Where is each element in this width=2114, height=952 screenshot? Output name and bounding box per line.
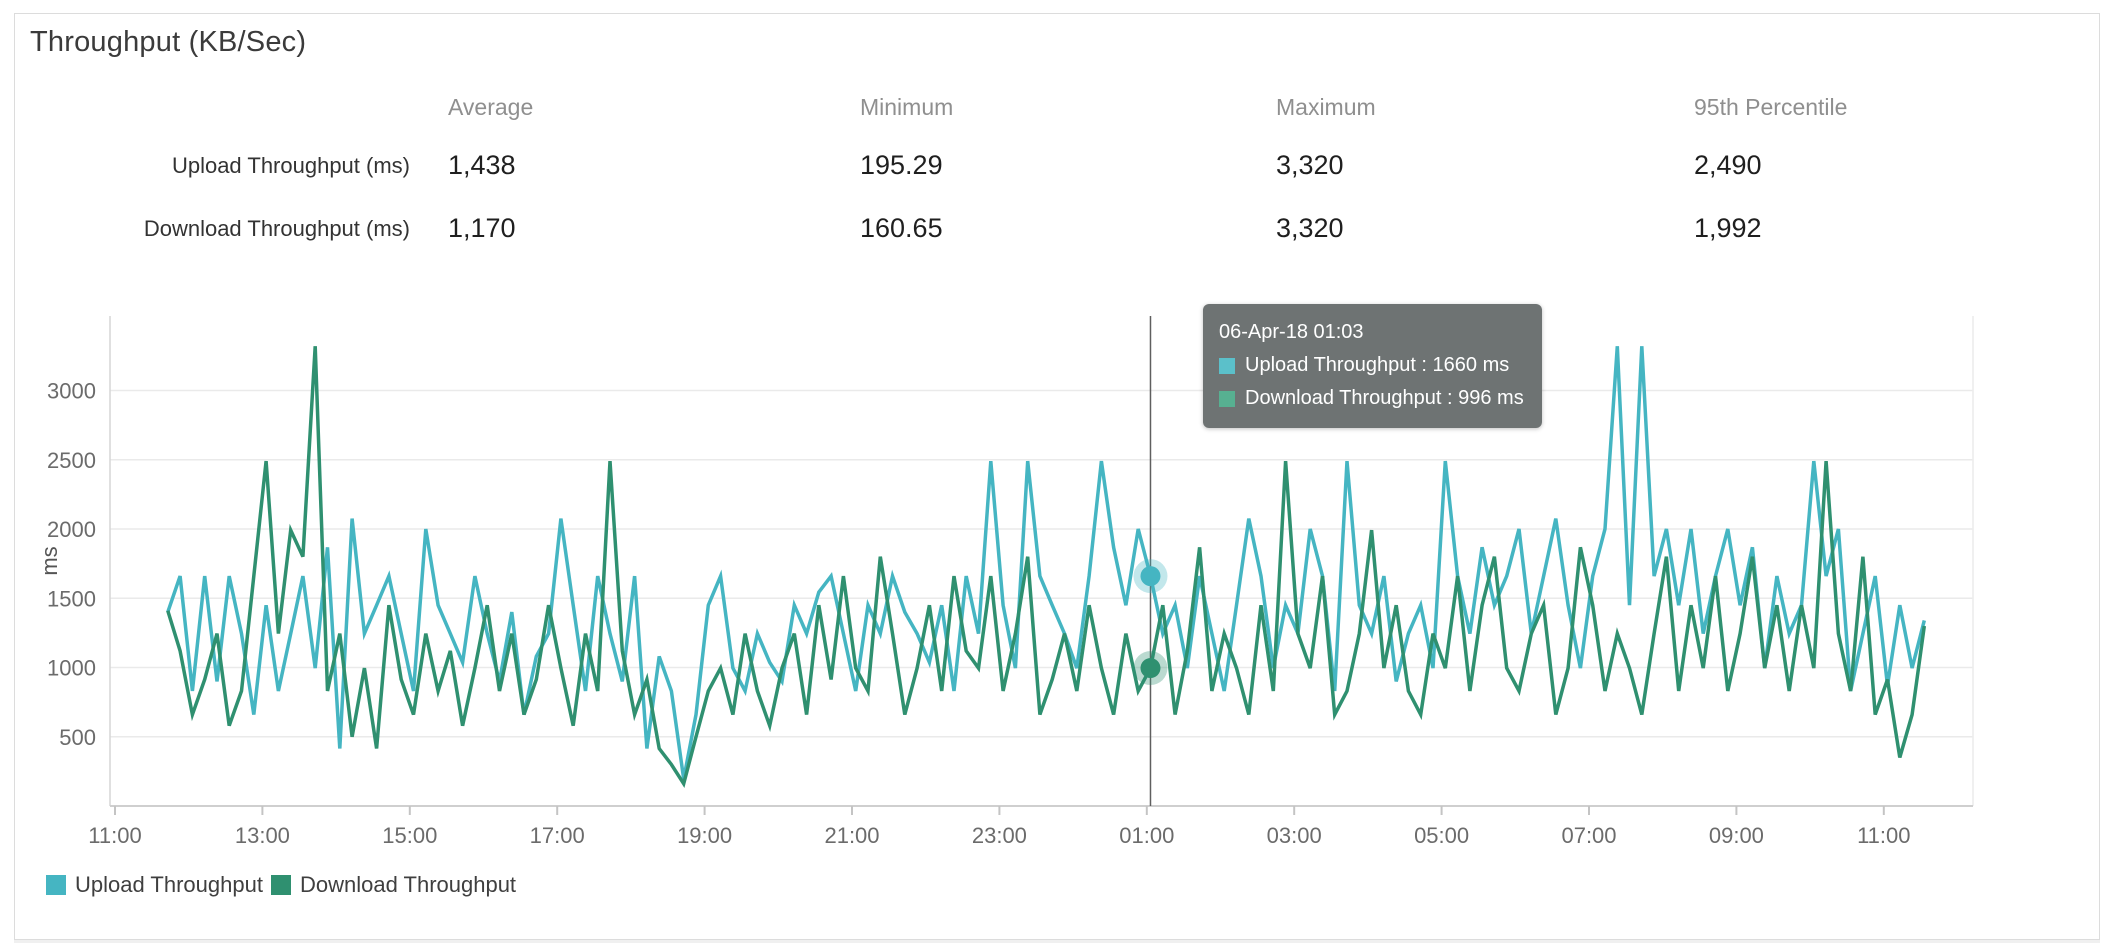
download-throughput-line [166, 346, 1927, 789]
y-tick-label: 3000 [47, 379, 96, 404]
x-tick-label: 09:00 [1709, 823, 1764, 848]
tooltip-timestamp: 06-Apr-18 01:03 [1219, 321, 1364, 343]
download-95th: 1,992 [1694, 213, 1762, 243]
x-tick-label: 13:00 [235, 823, 290, 848]
stats-row-upload-label: Upload Throughput (ms) [171, 153, 410, 178]
page-title: Throughput (KB/Sec) [30, 26, 307, 58]
chart-hover-markers [1133, 316, 1168, 806]
hover-marker[interactable] [1140, 658, 1161, 679]
tooltip-upload-swatch [1219, 357, 1235, 374]
download-legend-label[interactable]: Download Throughput [299, 872, 517, 897]
upload-minimum: 195.29 [860, 150, 943, 180]
tooltip-download-row: Download Throughput : 996 ms [1219, 383, 1524, 414]
chart-tooltip: 06-Apr-18 01:03 Upload Throughput : 1660… [1203, 304, 1542, 428]
chart-legend: Upload Throughput Download Throughput [46, 872, 524, 898]
y-tick-label: 2500 [47, 448, 96, 473]
stats-col-minimum: Minimum [860, 94, 954, 120]
tooltip-upload-row: Upload Throughput : 1660 ms [1219, 350, 1524, 381]
download-average: 1,170 [448, 213, 516, 243]
x-tick-label: 01:00 [1119, 823, 1174, 848]
x-tick-label: 11:00 [88, 823, 141, 848]
stats-col-95th: 95th Percentile [1694, 94, 1848, 120]
tooltip-download-value: Download Throughput : 996 ms [1245, 387, 1524, 409]
x-tick-label: 23:00 [972, 823, 1027, 848]
x-tick-label: 11:00 [1857, 823, 1910, 848]
upload-95th: 2,490 [1694, 150, 1762, 180]
x-tick-label: 21:00 [824, 823, 879, 848]
y-tick-label: 2000 [47, 517, 96, 542]
y-tick-label: 1500 [47, 586, 96, 611]
upload-average: 1,438 [448, 150, 516, 180]
y-tick-label: 500 [59, 725, 96, 750]
chart-axes [109, 316, 1974, 815]
y-tick-label: 1000 [47, 656, 96, 681]
stats-col-maximum: Maximum [1276, 94, 1376, 120]
x-tick-label: 05:00 [1414, 823, 1469, 848]
upload-legend-swatch [46, 875, 66, 895]
tooltip-download-swatch [1219, 390, 1235, 407]
x-tick-label: 15:00 [382, 823, 437, 848]
y-axis-label: ms [37, 546, 62, 575]
chart-axis-labels: 500 1000 1500 2000 2500 3000 11:00 13:00 15:00 17… [37, 379, 1911, 849]
widget-card [14, 13, 2100, 940]
stats-col-average: Average [448, 94, 534, 120]
download-legend-swatch [270, 875, 291, 895]
tooltip-upload-value: Upload Throughput : 1660 ms [1245, 354, 1510, 376]
stats-row-download-label: Download Throughput (ms) [143, 216, 410, 241]
upload-throughput-line [166, 346, 1926, 780]
x-tick-label: 17:00 [530, 823, 585, 848]
upload-legend-label[interactable]: Upload Throughput [75, 872, 263, 897]
chart-series-lines [166, 346, 1927, 789]
download-minimum: 160.65 [860, 213, 943, 243]
x-tick-label: 03:00 [1267, 823, 1322, 848]
x-tick-label: 19:00 [677, 823, 732, 848]
upload-maximum: 3,320 [1276, 150, 1344, 180]
hover-marker[interactable] [1140, 566, 1161, 587]
x-tick-label: 07:00 [1561, 823, 1616, 848]
download-maximum: 3,320 [1276, 213, 1344, 243]
